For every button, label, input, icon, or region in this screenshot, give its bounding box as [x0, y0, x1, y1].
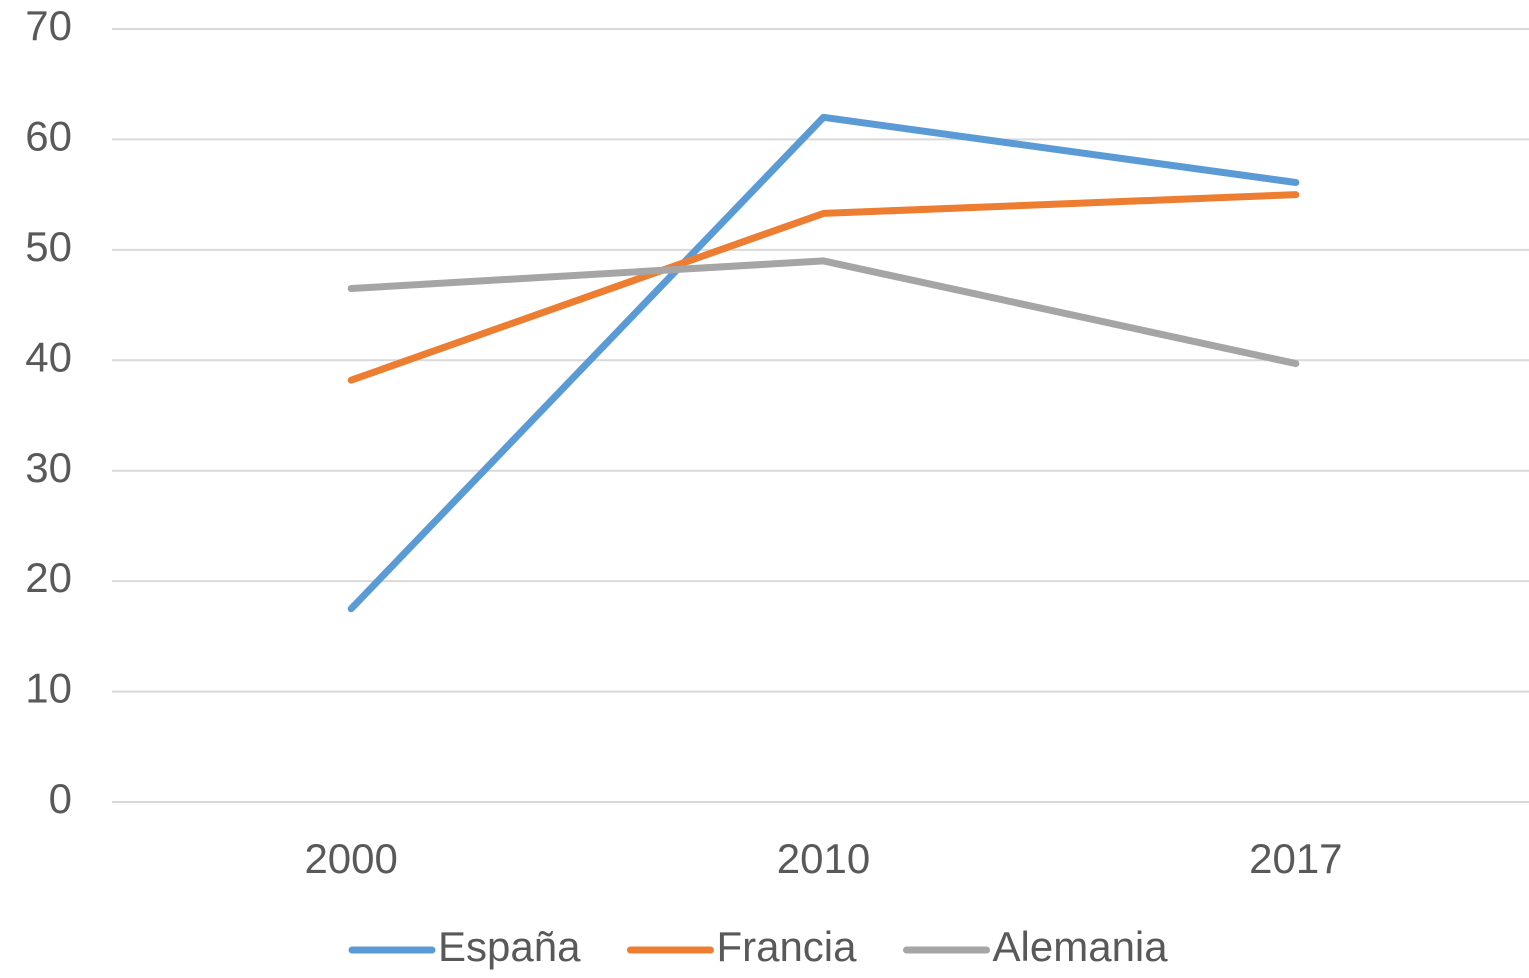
series-line [347, 191, 1300, 384]
series-line [347, 113, 1300, 613]
y-tick-label: 40 [25, 333, 72, 380]
y-tick-label: 10 [25, 665, 72, 712]
legend-label: Alemania [993, 923, 1169, 970]
legend-label: España [438, 923, 581, 970]
x-tick-label: 2017 [1249, 835, 1342, 882]
y-tick-label: 20 [25, 554, 72, 601]
series-line [347, 257, 1300, 368]
y-tick-label: 0 [49, 775, 72, 822]
legend-label: Francia [716, 923, 857, 970]
y-tick-label: 60 [25, 113, 72, 160]
x-tick-label: 2000 [304, 835, 397, 882]
x-tick-label: 2010 [777, 835, 870, 882]
y-tick-label: 30 [25, 444, 72, 491]
y-tick-label: 50 [25, 223, 72, 270]
y-tick-label: 70 [25, 2, 72, 49]
